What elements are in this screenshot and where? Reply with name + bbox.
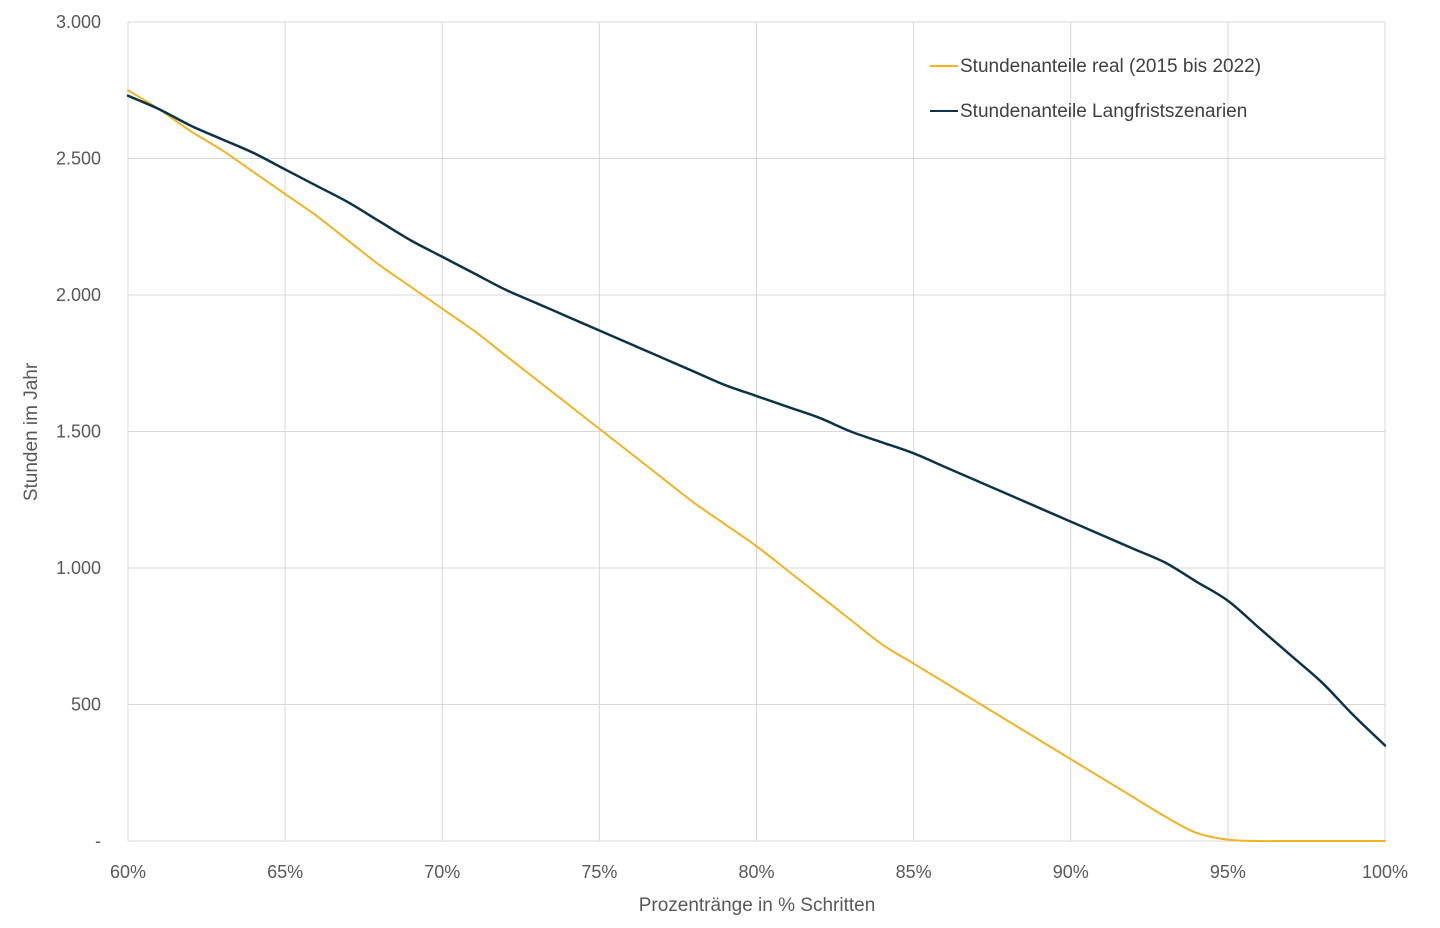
- y-tick-label: 3.000: [56, 12, 101, 32]
- x-tick-label: 90%: [1053, 862, 1089, 882]
- x-tick-label: 60%: [110, 862, 146, 882]
- series-line-langfrist: [126, 94, 1387, 747]
- y-tick-label: -: [95, 831, 101, 851]
- x-tick-label: 80%: [738, 862, 774, 882]
- series-layer: [126, 89, 1387, 843]
- x-tick-label: 95%: [1210, 862, 1246, 882]
- x-tick-label: 65%: [267, 862, 303, 882]
- x-axis-title: Prozentränge in % Schritten: [639, 895, 876, 916]
- series-line-real: [127, 89, 1386, 843]
- legend-label-langfrist: Stundenanteile Langfristszenarien: [960, 101, 1247, 122]
- gridlines: [127, 21, 1386, 842]
- y-tick-label: 1.000: [56, 558, 101, 578]
- x-tick-label: 100%: [1362, 862, 1408, 882]
- y-tick-label: 2.000: [56, 285, 101, 305]
- y-tick-label: 2.500: [56, 149, 101, 169]
- x-tick-label: 75%: [581, 862, 617, 882]
- y-tick-label: 500: [71, 695, 101, 715]
- axes: - 500 1.000 1.500 2.000 2.500 3.000 60% 65% 70% 75…: [56, 12, 1408, 882]
- legend: Stundenanteile real (2015 bis 2022) Stun…: [930, 56, 1261, 122]
- x-tick-label: 70%: [424, 862, 460, 882]
- legend-label-real: Stundenanteile real (2015 bis 2022): [960, 56, 1261, 77]
- x-tick-label: 85%: [896, 862, 932, 882]
- y-tick-label: 1.500: [56, 422, 101, 442]
- y-axis-title: Stunden im Jahr: [21, 362, 42, 501]
